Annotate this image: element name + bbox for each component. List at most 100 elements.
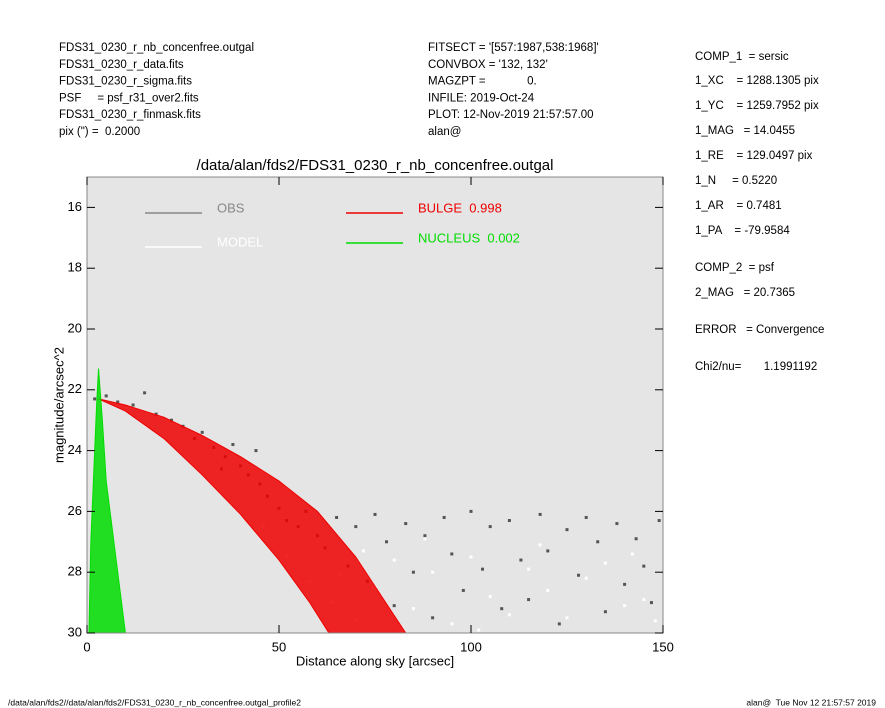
x-tick-label: 0: [83, 639, 90, 654]
data-point: [653, 619, 657, 623]
data-point: [519, 558, 523, 562]
data-point: [623, 582, 627, 586]
header-left-line: FDS31_0230_r_finmask.fits: [59, 109, 201, 121]
data-point: [642, 598, 646, 602]
data-point: [469, 555, 473, 559]
footer-right: alan@ Tue Nov 12 21:57:57 2019: [746, 697, 876, 707]
header-middle-line: CONVBOX = '132, 132': [428, 59, 548, 71]
y-axis-label: magnitude/arcsec^2: [51, 347, 66, 463]
fit-parameter: 1_N = 0.5220: [695, 175, 777, 187]
data-point: [488, 595, 492, 599]
data-point: [488, 525, 492, 529]
fit-parameter: 1_MAG = 14.0455: [695, 125, 795, 137]
legend-label: MODEL: [217, 234, 263, 249]
data-point: [354, 525, 358, 529]
data-point: [93, 397, 97, 401]
data-point: [411, 570, 415, 574]
data-point: [527, 567, 531, 571]
data-point: [423, 534, 427, 538]
data-point: [104, 394, 108, 398]
data-point: [431, 570, 435, 574]
data-point: [431, 616, 435, 620]
fit-parameter: 1_YC = 1259.7952 pix: [695, 100, 819, 112]
data-point: [507, 519, 511, 523]
data-point: [577, 573, 581, 577]
data-point: [538, 512, 542, 516]
data-point: [527, 598, 531, 602]
chart-title: /data/alan/fds2/FDS31_0230_r_nb_concenfr…: [197, 157, 554, 174]
data-point: [642, 564, 646, 568]
data-point: [649, 601, 653, 605]
data-point: [623, 604, 627, 608]
fit-parameter: 1_XC = 1288.1305 pix: [695, 75, 819, 87]
plot-frame: [86, 176, 664, 634]
data-point: [557, 622, 561, 626]
data-point: [584, 515, 588, 519]
y-tick-label: 16: [68, 199, 82, 214]
x-tick-label: 50: [272, 639, 286, 654]
model-band: [98, 398, 407, 633]
data-point: [423, 537, 427, 541]
data-point: [603, 610, 607, 614]
x-tick-label: 100: [460, 639, 482, 654]
header-left-line: FDS31_0230_r_nb_concenfree.outgal: [59, 42, 254, 54]
data-point: [603, 561, 607, 565]
data-point: [385, 540, 389, 544]
fit-parameter: 1_RE = 129.0497 pix: [695, 150, 813, 162]
y-tick-label: 28: [68, 564, 82, 579]
fit-parameter: COMP_2 = psf: [695, 262, 775, 274]
x-axis-label: Distance along sky [arcsec]: [296, 653, 454, 668]
data-point: [361, 549, 365, 553]
y-tick-label: 18: [68, 260, 82, 275]
data-point: [500, 607, 504, 611]
plot-marks: [88, 368, 661, 633]
data-point: [373, 512, 377, 516]
data-point: [615, 522, 619, 526]
data-point: [411, 607, 415, 611]
header-middle-line: INFILE: 2019-Oct-24: [428, 92, 535, 104]
header-left-line: FDS31_0230_r_data.fits: [59, 59, 184, 71]
data-point: [392, 558, 396, 562]
fit-parameter: 1_PA = -79.9584: [695, 225, 790, 237]
fit-parameter: COMP_1 = sersic: [695, 51, 789, 63]
data-point: [442, 515, 446, 519]
data-point: [634, 537, 638, 541]
fit-parameter: Chi2/nu= 1.1991192: [695, 361, 817, 373]
data-point: [154, 412, 158, 416]
data-point: [565, 528, 569, 532]
legend-label: NUCLEUS 0.002: [418, 230, 520, 245]
data-point: [461, 588, 465, 592]
data-point: [450, 622, 454, 626]
header-middle-line: alan@: [428, 126, 461, 138]
y-tick-label: 22: [68, 381, 82, 396]
header-left-line: PSF = psf_r31_over2.fits: [59, 92, 199, 104]
data-point: [392, 604, 396, 608]
fit-parameter: ERROR = Convergence: [695, 324, 824, 336]
data-point: [657, 519, 661, 523]
data-point: [143, 391, 147, 395]
data-point: [231, 443, 235, 447]
fit-parameter: 1_AR = 0.7481: [695, 200, 782, 212]
y-tick-label: 20: [68, 320, 82, 335]
data-point: [131, 403, 135, 407]
x-tick-label: 150: [652, 639, 674, 654]
data-point: [404, 522, 408, 526]
header-middle-line: PLOT: 12-Nov-2019 21:57:57.00: [428, 109, 594, 121]
model-band: [88, 368, 126, 633]
footer-left: /data/alan/fds2//data/alan/fds2/FDS31_02…: [8, 697, 301, 707]
data-point: [546, 588, 550, 592]
data-point: [450, 552, 454, 556]
data-point: [538, 543, 542, 547]
header-left-line: pix (") = 0.2000: [59, 126, 140, 138]
header-left-line: FDS31_0230_r_sigma.fits: [59, 76, 192, 88]
plot-area: [87, 177, 663, 633]
data-point: [477, 628, 481, 632]
data-point: [335, 515, 339, 519]
y-tick-label: 24: [68, 442, 82, 457]
data-point: [630, 552, 634, 556]
legend-label: OBS: [217, 200, 245, 215]
header-middle-line: FITSECT = '[557:1987,538:1968]': [428, 42, 599, 54]
data-point: [481, 567, 485, 571]
